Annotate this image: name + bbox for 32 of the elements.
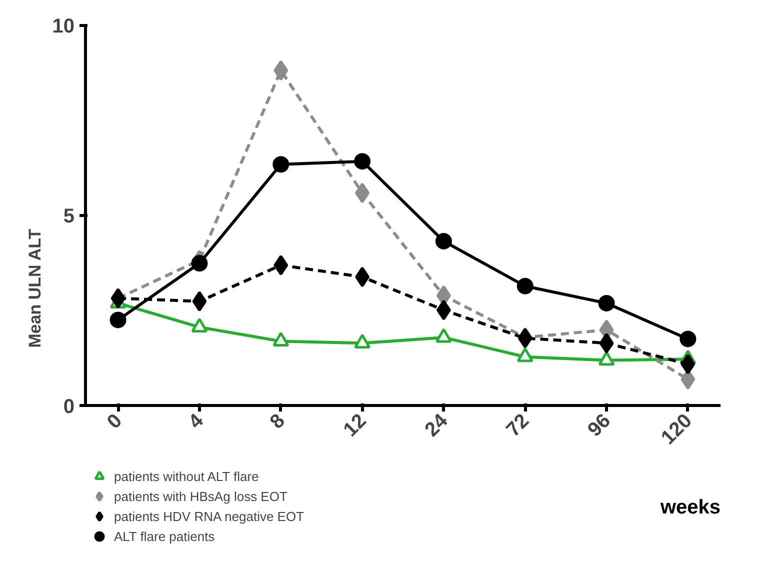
point xyxy=(680,330,696,348)
y-axis-title: Mean ULN ALT xyxy=(25,228,44,348)
x-tick-label: 0 xyxy=(103,410,127,434)
y-tick-label: 10 xyxy=(52,16,75,38)
point xyxy=(355,182,370,204)
point xyxy=(274,254,288,276)
point xyxy=(191,255,208,272)
point xyxy=(435,232,452,250)
y-tick-label: 5 xyxy=(63,206,74,228)
point xyxy=(516,278,534,294)
x-tick-label: 120 xyxy=(657,410,696,450)
legend-label: patients without ALT flare xyxy=(114,468,259,485)
point xyxy=(598,294,615,312)
legend-label: patients HDV RNA negative EOT xyxy=(114,508,304,525)
x-tick-label: 96 xyxy=(584,410,616,442)
x-tick-label: 12 xyxy=(339,410,371,442)
point xyxy=(192,291,207,312)
point xyxy=(110,312,126,328)
point xyxy=(599,332,614,354)
x-tick-label: 8 xyxy=(266,410,290,434)
x-tick-label: 72 xyxy=(502,410,534,442)
legend-label: ALT flare patients xyxy=(114,528,215,545)
point xyxy=(680,354,696,374)
point xyxy=(355,266,370,288)
x-axis-title: weeks xyxy=(659,496,721,519)
legend-label: patients with HBsAg loss EOT xyxy=(114,488,288,505)
point xyxy=(354,153,371,170)
point xyxy=(436,300,451,320)
x-tick-label: 24 xyxy=(420,409,453,442)
point xyxy=(274,60,288,81)
x-tick-label: 4 xyxy=(184,409,209,434)
point xyxy=(272,156,290,173)
